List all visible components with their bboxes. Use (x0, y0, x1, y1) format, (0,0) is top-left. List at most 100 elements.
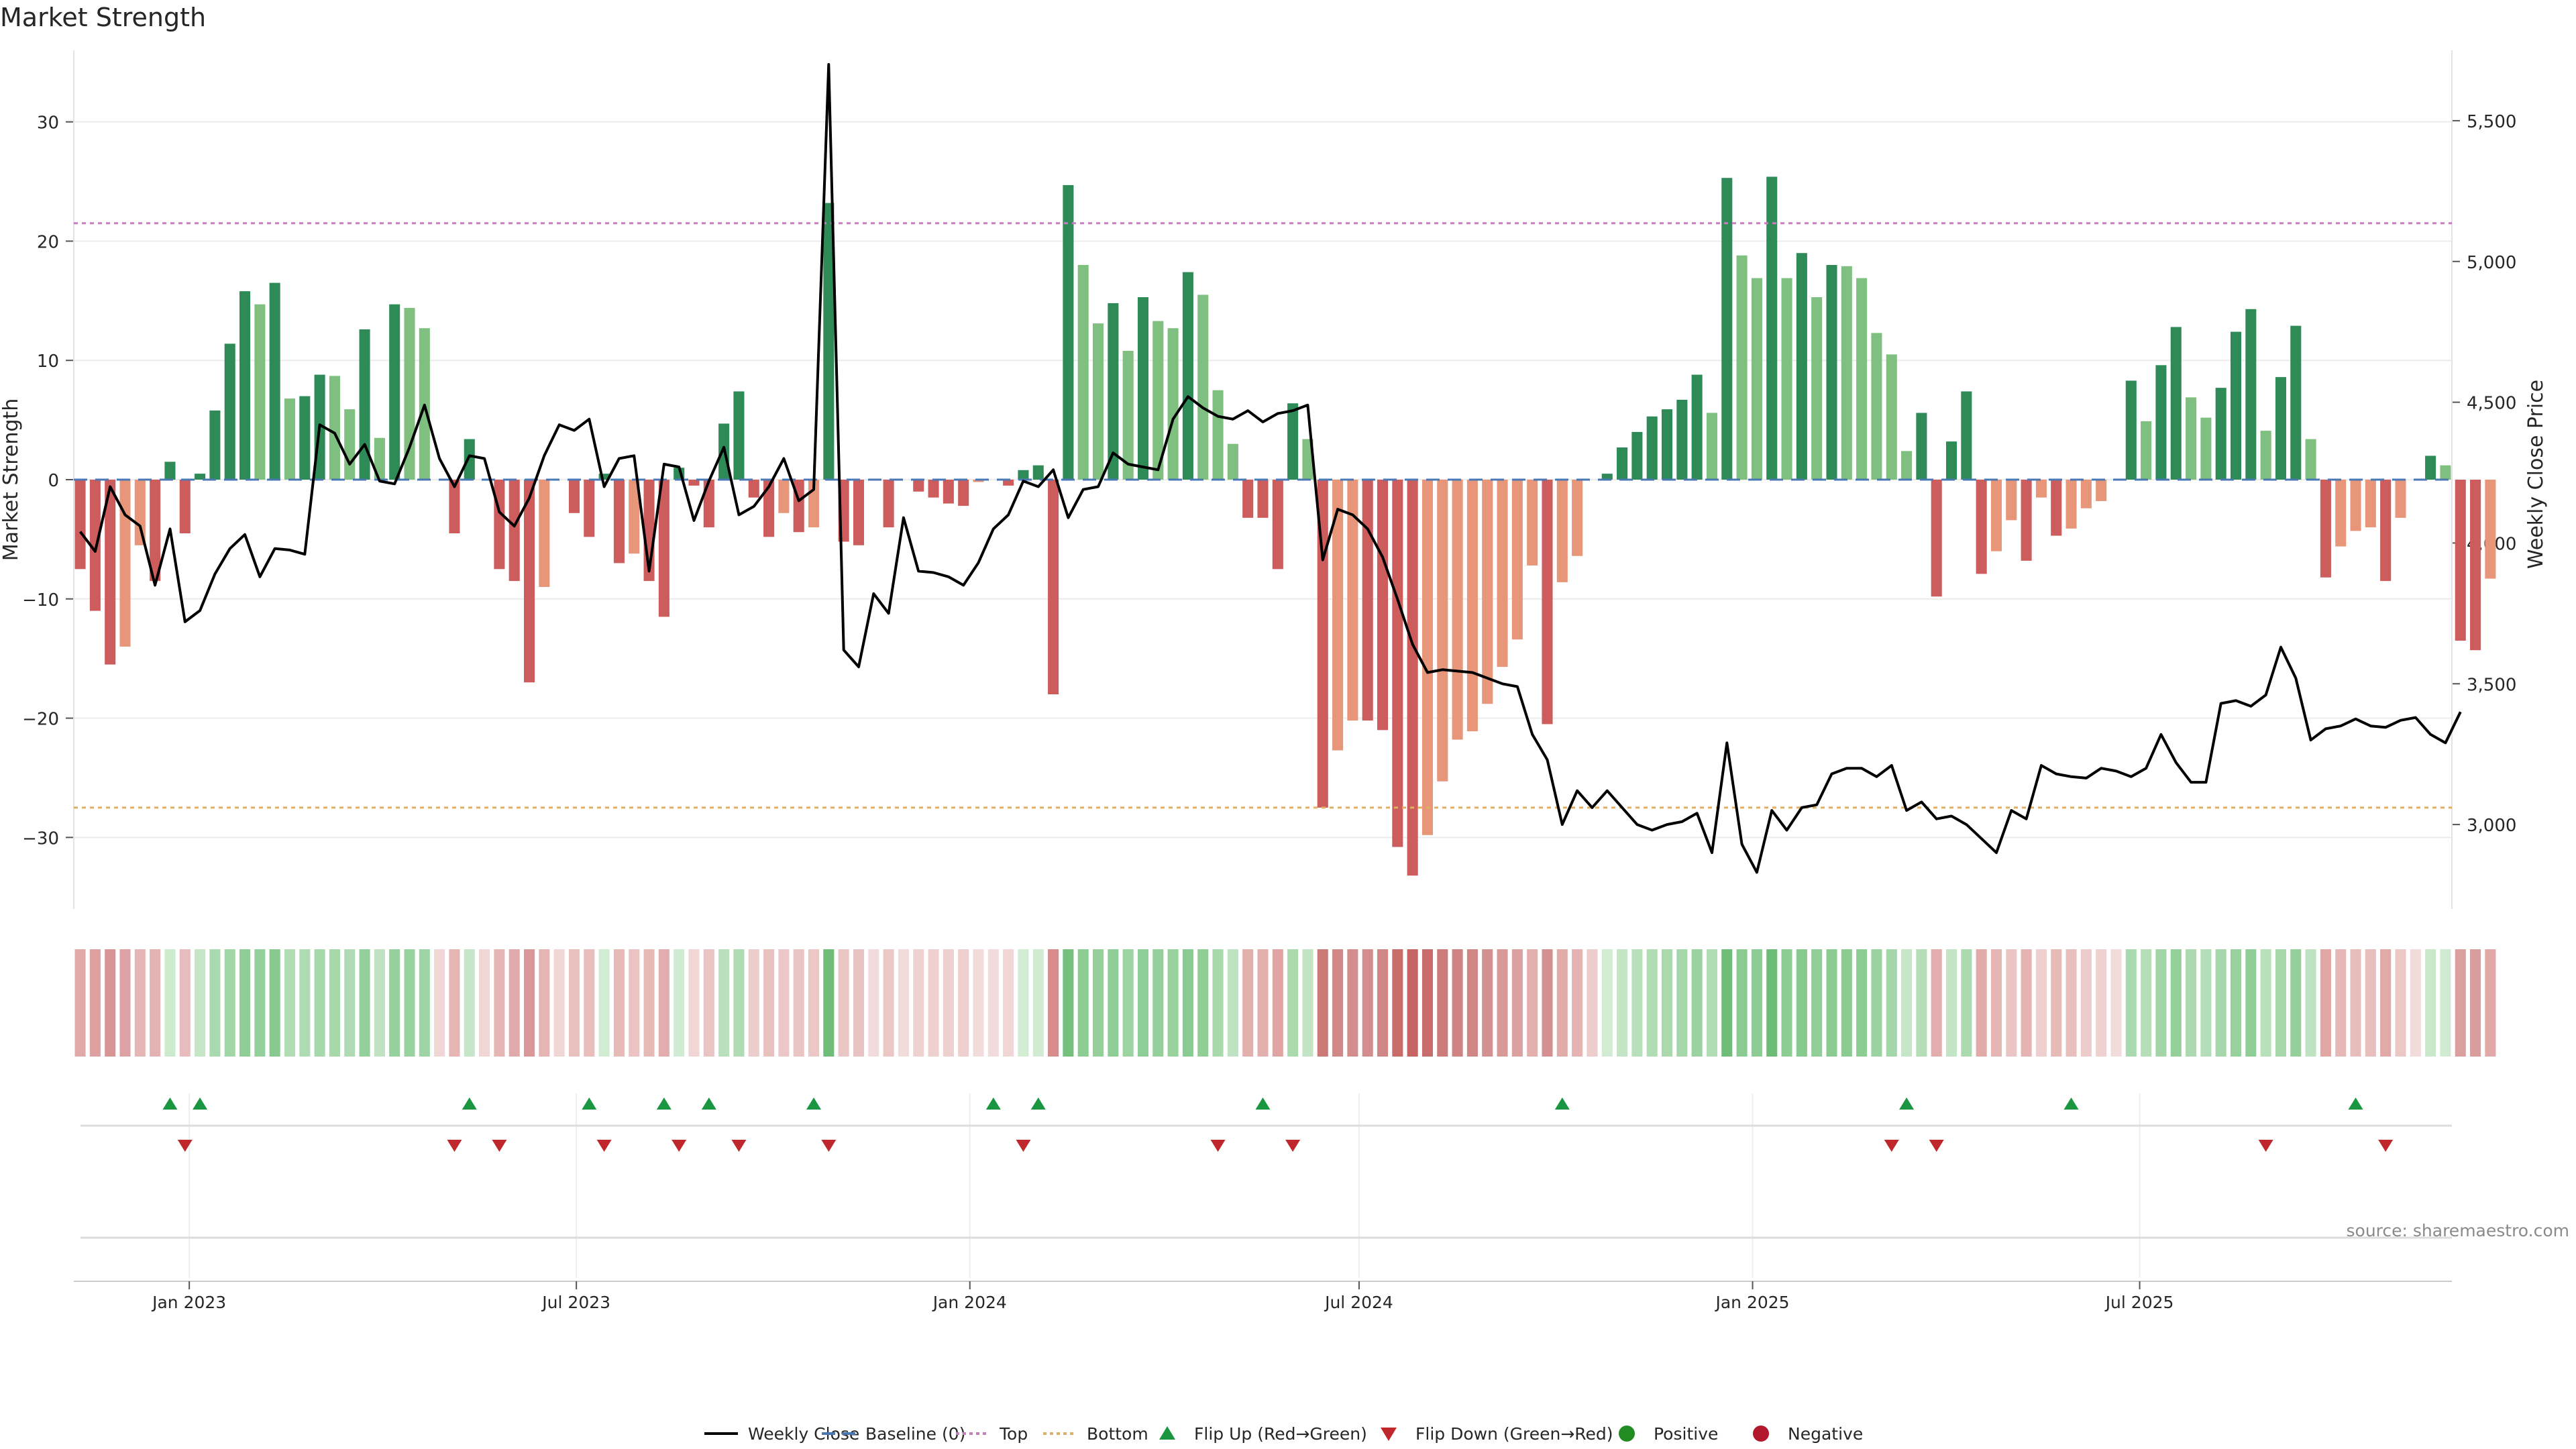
heat-cell (2245, 949, 2257, 1057)
strength-bar (2335, 480, 2347, 547)
heat-cell (1691, 949, 1703, 1057)
heat-cell (179, 949, 191, 1057)
heat-cell (419, 949, 430, 1057)
flip-down-marker (177, 1140, 193, 1152)
heat-cell (1542, 949, 1553, 1057)
strength-bar (1482, 480, 1493, 704)
heat-cell (150, 949, 161, 1057)
heat-cell (1617, 949, 1628, 1057)
strength-bar (688, 480, 700, 486)
heat-cell (553, 949, 565, 1057)
flip-down-marker (672, 1140, 687, 1152)
heat-cell (329, 949, 340, 1057)
strength-bar (1452, 480, 1463, 740)
heat-cell (434, 949, 445, 1057)
strength-bar (2155, 365, 2167, 480)
strength-bar (1077, 265, 1089, 480)
heat-cell (254, 949, 266, 1057)
strength-bar (1511, 480, 1523, 640)
legend-swatch (1159, 1426, 1175, 1440)
heat-cell (299, 949, 311, 1057)
strength-bar (1152, 321, 1164, 480)
heat-cell (1661, 949, 1673, 1057)
strength-bar (1257, 480, 1269, 518)
strength-bar (1976, 480, 1987, 574)
strength-bar (494, 480, 505, 570)
heat-cell (2141, 949, 2152, 1057)
legend-label: Top (999, 1424, 1028, 1444)
flip-up-marker (806, 1097, 822, 1110)
heat-cell (1212, 949, 1224, 1057)
heat-cell (658, 949, 669, 1057)
chart-title: Market Strength (0, 3, 207, 32)
heat-cell (2455, 949, 2466, 1057)
weekly-close-line (79, 63, 2462, 874)
heat-cell (1631, 949, 1643, 1057)
heat-cell (763, 949, 775, 1057)
strength-bar (1871, 333, 1882, 480)
heat-cell (2320, 949, 2331, 1057)
strength-bar (1945, 441, 1957, 480)
heat-cell (1886, 949, 1897, 1057)
heat-cell (269, 949, 280, 1057)
strength-bar (2186, 397, 2197, 480)
strength-bar (1407, 480, 1418, 876)
heat-cell (2305, 949, 2316, 1057)
heat-cell (928, 949, 939, 1057)
strength-bar (1721, 178, 1733, 480)
strength-bar (1018, 470, 1029, 480)
strength-bar (1676, 399, 1688, 480)
strength-bar (2260, 431, 2271, 480)
heat-cell (1601, 949, 1613, 1057)
heat-cell (2260, 949, 2271, 1057)
strength-bar (89, 480, 101, 611)
strength-bar (359, 329, 370, 480)
heat-cell (523, 949, 535, 1057)
heat-cell (1167, 949, 1179, 1057)
y2-tick-label: 5,000 (2467, 253, 2516, 273)
strength-bar (2440, 465, 2451, 480)
legend-label: Positive (1654, 1424, 1718, 1444)
heat-cell (374, 949, 385, 1057)
strength-bar (134, 480, 146, 545)
strength-bar (224, 343, 235, 480)
x-tick-label: Jan 2023 (151, 1293, 226, 1312)
y2-tick-label: 4,500 (2467, 394, 2516, 414)
heat-cell (74, 949, 86, 1057)
heat-cell (1032, 949, 1044, 1057)
strength-bar (2096, 480, 2107, 501)
heat-cell (2410, 949, 2421, 1057)
strength-bar (105, 480, 116, 665)
strength-bar (1781, 278, 1792, 480)
strength-bar (508, 480, 520, 582)
heat-cell (688, 949, 700, 1057)
heat-cell (2110, 949, 2122, 1057)
flip-up-marker (462, 1097, 477, 1110)
heat-cell (748, 949, 759, 1057)
heat-cell (613, 949, 625, 1057)
heat-cell (539, 949, 550, 1057)
x-tick-label: Jan 2025 (1714, 1293, 1789, 1312)
flip-down-marker (731, 1140, 747, 1152)
heat-cell (853, 949, 865, 1057)
heat-cell (1003, 949, 1014, 1057)
strength-bar (1841, 266, 1852, 480)
strength-bar (1826, 265, 1837, 480)
heat-cell (1527, 949, 1538, 1057)
heat-cell (2230, 949, 2242, 1057)
strength-bar (1182, 272, 1193, 480)
heat-cell (1871, 949, 1882, 1057)
strength-bar (568, 480, 580, 513)
strength-bar (1212, 390, 1224, 480)
strength-bar (284, 398, 296, 480)
strength-bar (1377, 480, 1389, 731)
heat-cell (1676, 949, 1688, 1057)
strength-bar (658, 480, 669, 617)
strength-bar (1527, 480, 1538, 566)
strength-bar (254, 304, 266, 480)
heat-cell (1257, 949, 1269, 1057)
heat-cell (1856, 949, 1868, 1057)
flip-down-marker (1210, 1140, 1226, 1152)
heat-cell (314, 949, 325, 1057)
strength-bar (1736, 255, 1748, 480)
